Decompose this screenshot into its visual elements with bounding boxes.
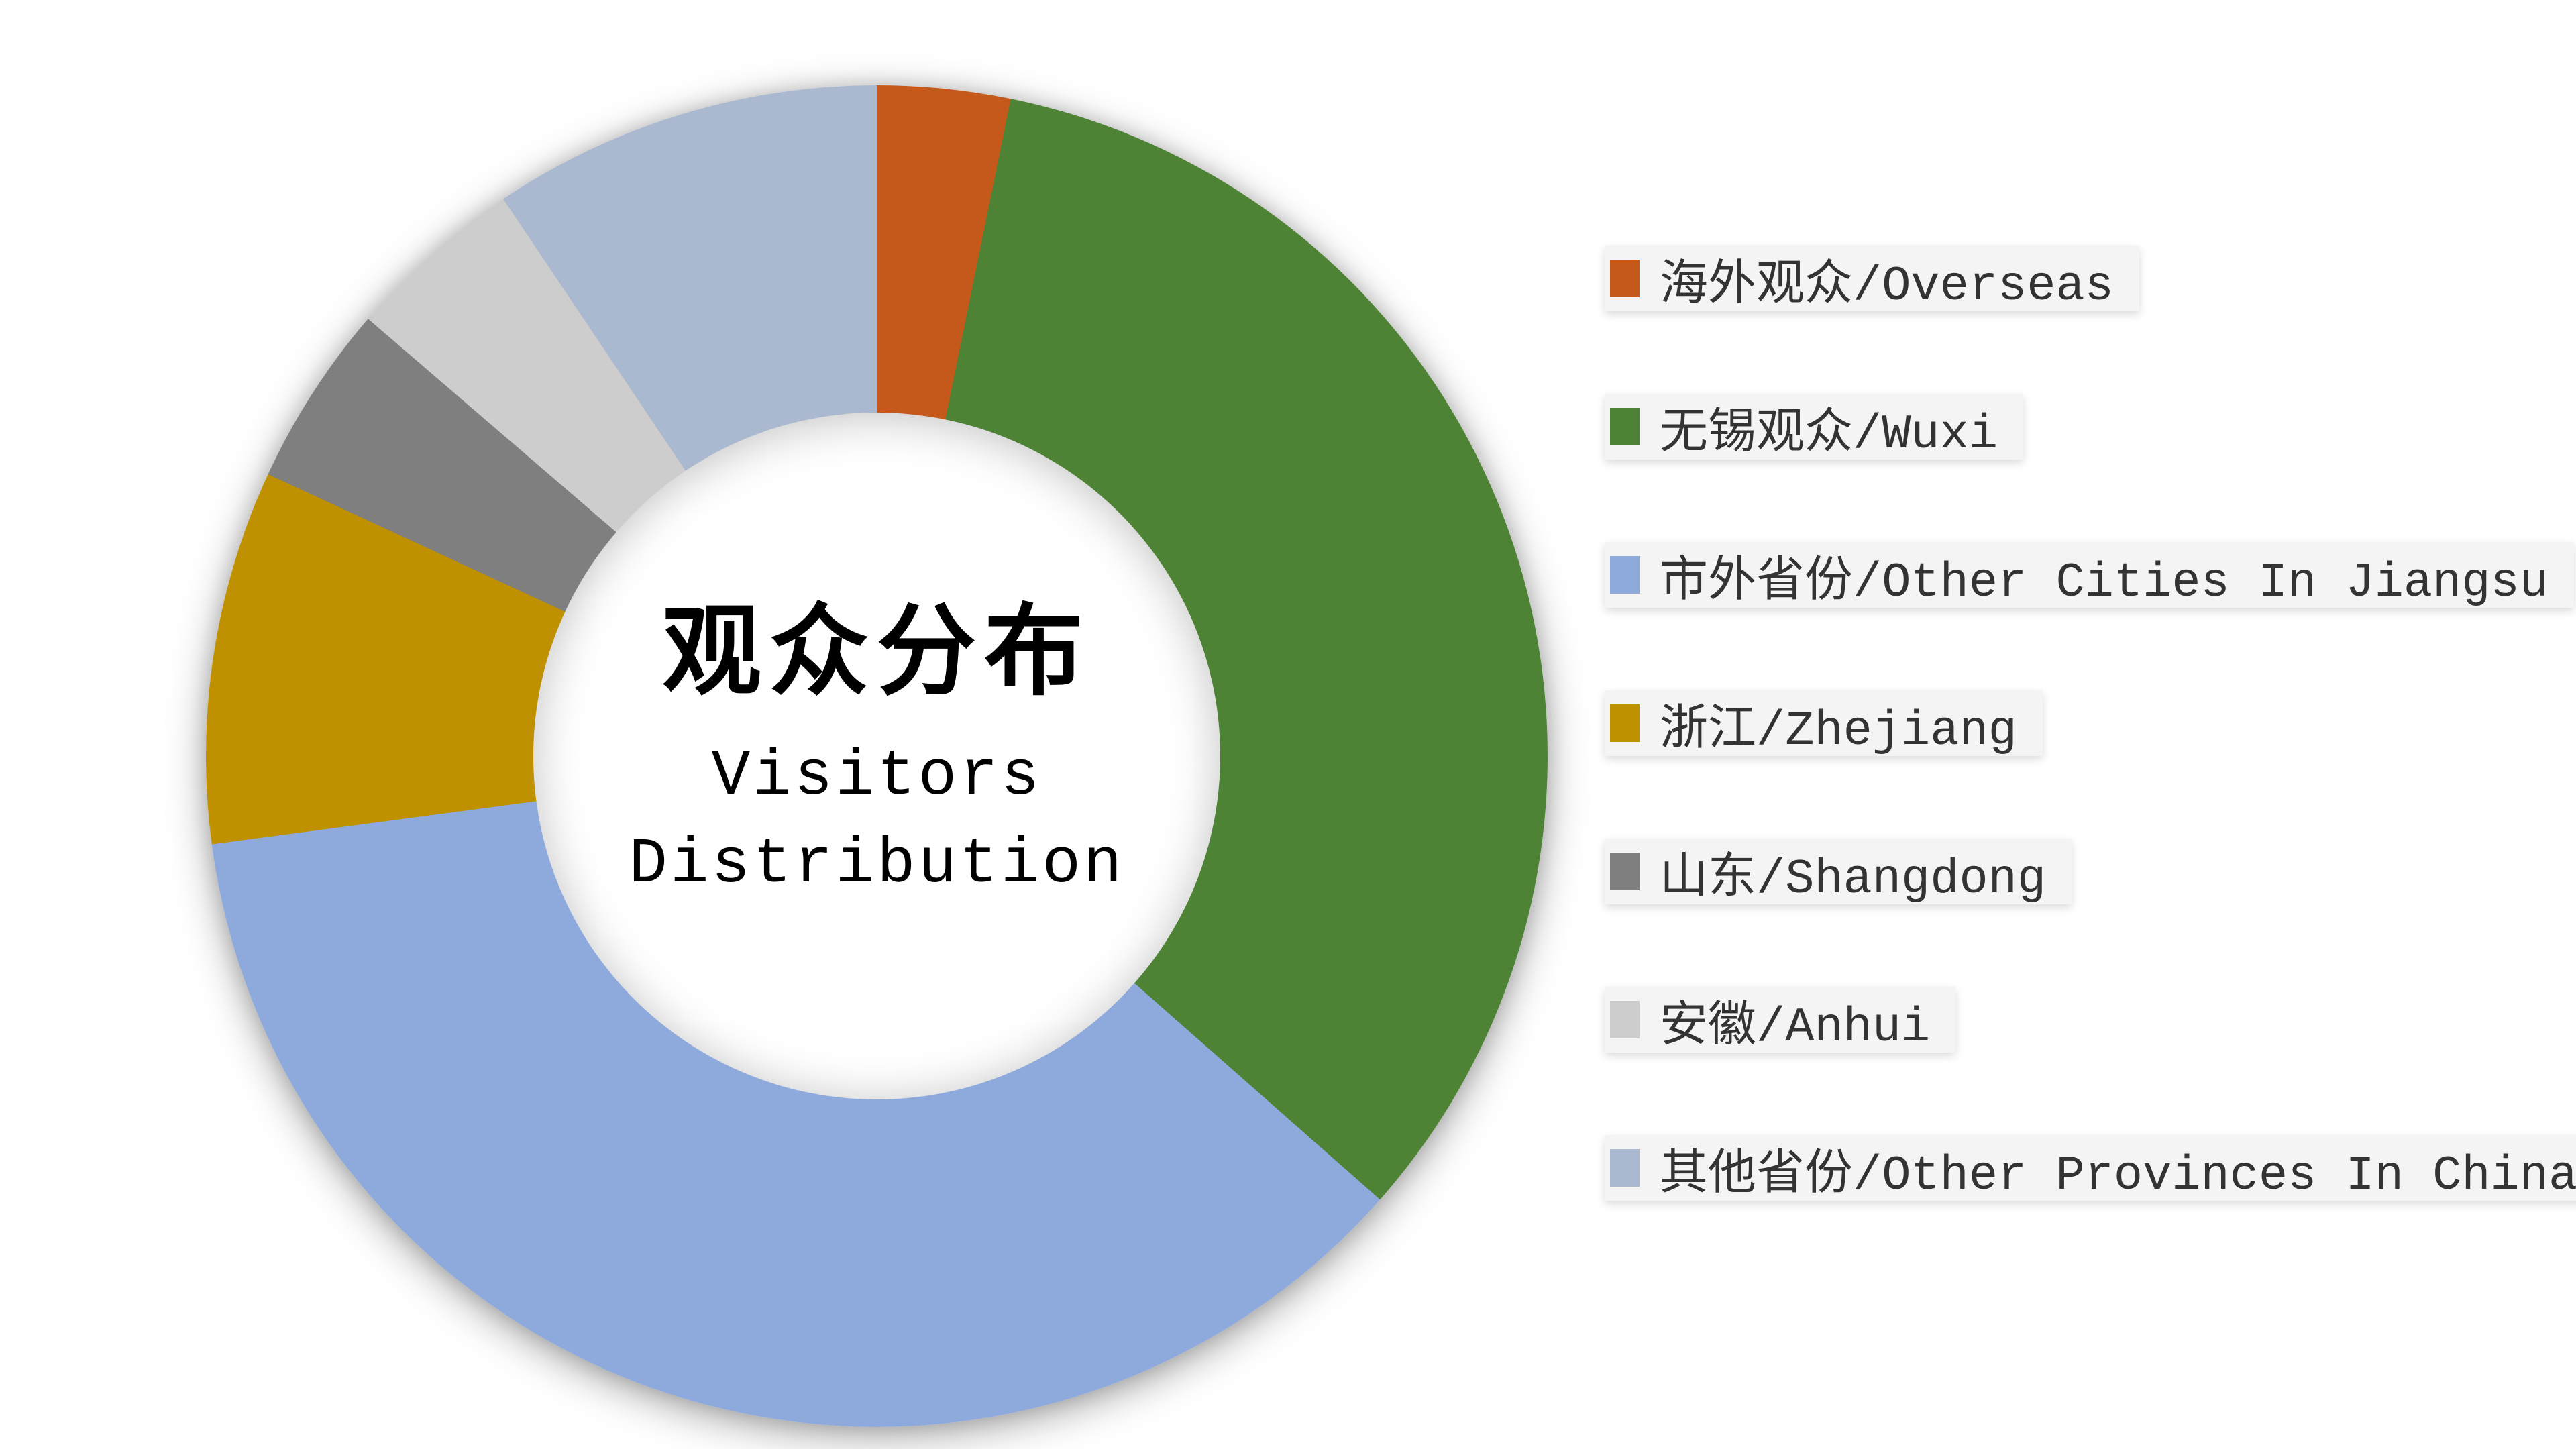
donut-center-hole: 观众分布 Visitors Distribution [533, 413, 1220, 1099]
legend-swatch-other-provinces-china [1610, 1149, 1640, 1187]
legend-item-other-cities-jiangsu: 市外省份/Other Cities In Jiangsu [1605, 542, 2574, 610]
legend-label-zhejiang: 浙江/Zhejiang [1660, 704, 2017, 759]
legend-swatch-shangdong [1610, 853, 1640, 890]
legend-label-overseas: 海外观众/Overseas [1660, 259, 2114, 314]
chart-title-zh: 观众分布 [662, 598, 1091, 708]
legend-label-shangdong: 山东/Shangdong [1660, 852, 2047, 907]
donut-chart: 观众分布 Visitors Distribution [206, 85, 1548, 1427]
legend-item-anhui: 安徽/Anhui [1605, 987, 1956, 1055]
chart-title-en-line1: Visitors [711, 740, 1042, 814]
legend-label-anhui: 安徽/Anhui [1660, 1000, 1931, 1055]
legend-swatch-overseas [1610, 260, 1640, 297]
chart-title-en-line2: Distribution [629, 828, 1125, 901]
legend-item-wuxi: 无锡观众/Wuxi [1605, 394, 2024, 462]
legend-label-wuxi: 无锡观众/Wuxi [1660, 407, 1998, 462]
chart-legend: 海外观众/Overseas 无锡观众/Wuxi 市外省份/Other Citie… [1605, 246, 2576, 1203]
legend-label-other-cities-jiangsu: 市外省份/Other Cities In Jiangsu [1660, 555, 2548, 610]
legend-swatch-zhejiang [1610, 704, 1640, 742]
legend-swatch-other-cities-jiangsu [1610, 556, 1640, 594]
legend-item-zhejiang: 浙江/Zhejiang [1605, 690, 2043, 759]
legend-label-other-provinces-china: 其他省份/Other Provinces In China [1660, 1148, 2576, 1203]
legend-swatch-anhui [1610, 1001, 1640, 1038]
legend-item-other-provinces-china: 其他省份/Other Provinces In China [1605, 1135, 2576, 1203]
legend-item-overseas: 海外观众/Overseas [1605, 246, 2139, 314]
legend-swatch-wuxi [1610, 408, 1640, 445]
legend-item-shangdong: 山东/Shangdong [1605, 839, 2072, 907]
